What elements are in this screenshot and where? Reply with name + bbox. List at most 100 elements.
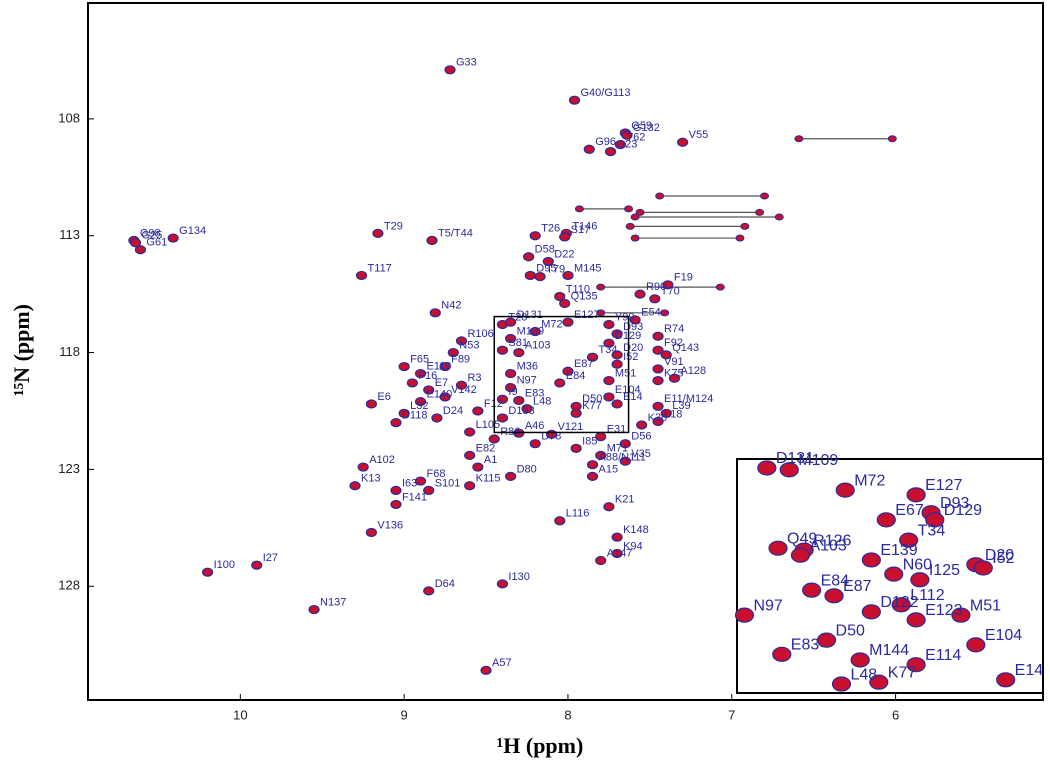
peak-label: S101 (435, 477, 461, 489)
peak (480, 665, 492, 675)
peak (611, 329, 623, 339)
peak (423, 485, 435, 496)
peak-label: K75 (664, 367, 684, 379)
peak (554, 291, 566, 302)
peak-label: S17 (571, 224, 591, 236)
peak-label: F19 (674, 272, 693, 284)
peak (802, 582, 822, 598)
peak (636, 420, 648, 430)
peak (760, 192, 770, 200)
peak-label: D78 (541, 431, 561, 443)
peak (925, 512, 945, 528)
peak-label: E31 (607, 424, 627, 436)
peak (562, 366, 574, 376)
peak-label: F12 (484, 398, 503, 410)
peak-label: L39 (672, 400, 690, 412)
peak (634, 289, 646, 299)
peak-label: E104 (615, 384, 641, 396)
peak-label: R3 (467, 372, 481, 384)
peak-label: R74 (664, 323, 684, 335)
peak (735, 234, 745, 242)
peak (505, 368, 517, 379)
peak-label: E139 (880, 542, 917, 559)
peak-label: G98 (140, 227, 161, 239)
peak-label: M51 (970, 597, 1001, 614)
peak (630, 213, 640, 221)
peak-label: V142 (451, 384, 477, 396)
peak (455, 380, 468, 390)
peak (768, 540, 788, 556)
peak-label: E84 (566, 370, 586, 382)
peak (910, 572, 930, 588)
peak (349, 481, 361, 491)
peak (529, 326, 541, 337)
peak-label: D80 (517, 463, 537, 475)
peak-label: A1 (484, 454, 497, 466)
peak (662, 280, 674, 290)
peak (625, 222, 635, 230)
peak (652, 401, 664, 411)
peak-label: M72 (541, 318, 562, 330)
peak (668, 373, 681, 383)
peak (652, 345, 664, 355)
peak-label: A128 (680, 365, 706, 377)
peak-label: E104 (985, 627, 1022, 644)
peak-label: E87 (574, 358, 594, 370)
peak (869, 674, 889, 690)
peak-label: Q135 (571, 290, 598, 302)
peak-label: D93 (940, 495, 969, 512)
peak (439, 361, 451, 372)
peak (414, 368, 427, 379)
peak-label: A46 (525, 420, 545, 432)
peak (398, 361, 410, 372)
peak (355, 270, 368, 281)
peak (562, 317, 574, 327)
peak (831, 676, 852, 692)
peak-label: D64 (435, 578, 455, 590)
x-tick-label: 9 (401, 707, 408, 722)
peak (611, 532, 623, 542)
peak-label: T28 (508, 311, 527, 323)
peak (496, 579, 509, 589)
peak-label: I85 (582, 435, 597, 447)
peak-label: D95 (536, 262, 556, 274)
peak-label: D58 (535, 244, 555, 256)
peak-label: V121 (558, 421, 584, 433)
peak-label: L116 (566, 508, 590, 520)
peak-label: M71 (607, 442, 628, 454)
peak-label: M109 (517, 325, 545, 337)
peak (774, 213, 784, 221)
peak (621, 130, 633, 140)
peak (505, 383, 517, 393)
peak-label: D50 (836, 622, 865, 639)
peak-label: K94 (623, 540, 643, 552)
peak (779, 462, 799, 478)
peak (251, 560, 263, 570)
peak (603, 319, 615, 330)
peak-label: L32 (410, 400, 428, 412)
peak-label: F68 (427, 468, 446, 480)
peak (505, 317, 517, 327)
peak (496, 413, 509, 423)
peak (554, 516, 566, 526)
peak-label: D56 (631, 431, 651, 443)
peak-label: T29 (384, 220, 403, 232)
peak (790, 547, 811, 563)
peak-label: G132 (633, 122, 660, 134)
peak (906, 612, 926, 628)
peak-label: L112 (910, 587, 945, 604)
peak (772, 646, 792, 662)
peak-label: E7 (435, 377, 448, 389)
peak (596, 283, 606, 291)
peak (423, 586, 435, 596)
peak-label: G96 (595, 136, 616, 148)
peak (660, 408, 672, 418)
peak-label: K30 (648, 412, 668, 424)
peak-label: L48 (850, 666, 877, 683)
peak (390, 485, 402, 496)
peak-label: T62 (626, 132, 645, 144)
peak (129, 238, 142, 248)
peak-label: K13 (361, 473, 381, 485)
x-tick-label: 6 (892, 707, 899, 722)
peak (521, 404, 533, 414)
